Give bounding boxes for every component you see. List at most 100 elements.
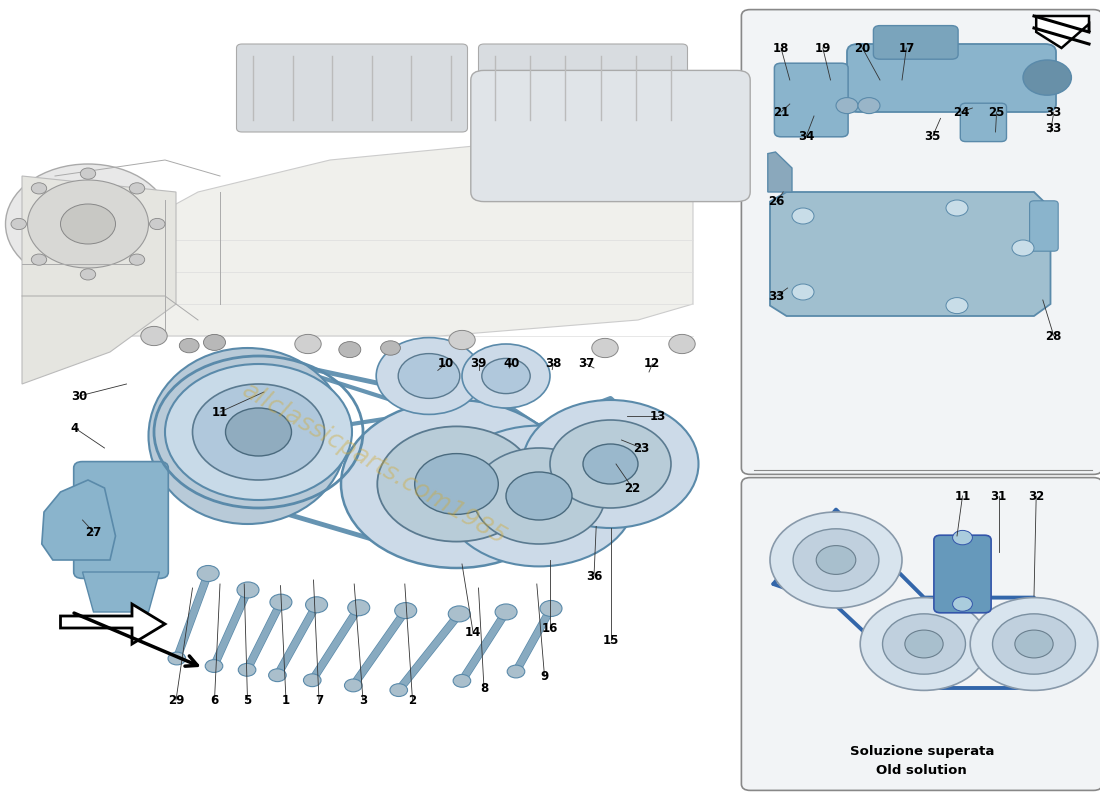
Text: 10: 10: [438, 358, 453, 370]
Text: 34: 34: [799, 130, 814, 142]
Text: 11: 11: [212, 406, 228, 418]
Circle shape: [1012, 240, 1034, 256]
Text: 22: 22: [625, 482, 640, 494]
Text: 33: 33: [1046, 106, 1062, 118]
Text: 40: 40: [504, 358, 519, 370]
Text: 12: 12: [645, 358, 660, 370]
Circle shape: [398, 354, 460, 398]
Text: 33: 33: [1046, 122, 1062, 134]
Circle shape: [192, 384, 324, 480]
FancyBboxPatch shape: [774, 63, 848, 137]
Circle shape: [669, 334, 695, 354]
Circle shape: [31, 182, 46, 194]
Text: 7: 7: [315, 694, 323, 706]
Text: Old solution: Old solution: [877, 764, 967, 777]
Circle shape: [860, 598, 988, 690]
Circle shape: [507, 665, 525, 678]
FancyBboxPatch shape: [960, 103, 1006, 142]
Circle shape: [970, 598, 1098, 690]
FancyBboxPatch shape: [478, 44, 688, 132]
Circle shape: [348, 600, 370, 616]
Circle shape: [130, 182, 145, 194]
Text: 27: 27: [86, 526, 101, 538]
Circle shape: [270, 594, 292, 610]
FancyBboxPatch shape: [74, 462, 168, 578]
Text: 15: 15: [603, 634, 618, 646]
Circle shape: [239, 663, 256, 676]
Circle shape: [376, 338, 482, 414]
Text: 35: 35: [925, 130, 940, 142]
Circle shape: [28, 180, 148, 268]
Circle shape: [344, 679, 362, 692]
Circle shape: [905, 630, 943, 658]
Circle shape: [442, 426, 636, 566]
Circle shape: [550, 420, 671, 508]
Text: 14: 14: [465, 626, 481, 638]
Text: 6: 6: [210, 694, 219, 706]
Circle shape: [495, 604, 517, 620]
Circle shape: [130, 254, 145, 266]
Circle shape: [882, 614, 966, 674]
FancyBboxPatch shape: [741, 478, 1100, 790]
Circle shape: [522, 400, 698, 528]
Text: 31: 31: [991, 490, 1006, 502]
Circle shape: [80, 168, 96, 179]
Circle shape: [792, 208, 814, 224]
Text: 23: 23: [634, 442, 649, 454]
Text: 30: 30: [72, 390, 87, 402]
Polygon shape: [60, 604, 165, 644]
Circle shape: [415, 454, 498, 514]
Circle shape: [793, 529, 879, 591]
Polygon shape: [1036, 16, 1089, 48]
Circle shape: [197, 566, 219, 582]
Text: 5: 5: [243, 694, 252, 706]
Text: 39: 39: [471, 358, 486, 370]
Circle shape: [31, 254, 46, 266]
Text: 4: 4: [70, 422, 79, 434]
Circle shape: [306, 597, 328, 613]
FancyBboxPatch shape: [847, 44, 1056, 112]
Circle shape: [449, 330, 475, 350]
Polygon shape: [22, 176, 176, 384]
Circle shape: [453, 674, 471, 687]
Circle shape: [226, 408, 292, 456]
Circle shape: [1023, 60, 1071, 95]
FancyBboxPatch shape: [873, 26, 958, 59]
Text: 21: 21: [773, 106, 789, 118]
Circle shape: [377, 426, 536, 542]
Circle shape: [792, 284, 814, 300]
Circle shape: [295, 334, 321, 354]
Circle shape: [389, 684, 407, 697]
Text: 9: 9: [540, 670, 549, 682]
FancyBboxPatch shape: [471, 70, 750, 202]
Circle shape: [204, 334, 226, 350]
Text: 33: 33: [769, 290, 784, 302]
Polygon shape: [768, 152, 792, 192]
Circle shape: [268, 669, 286, 682]
Text: 17: 17: [899, 42, 914, 54]
Circle shape: [858, 98, 880, 114]
FancyBboxPatch shape: [236, 44, 468, 132]
Text: allclassicparts.com1985: allclassicparts.com1985: [238, 378, 510, 550]
Text: 25: 25: [989, 106, 1004, 118]
Circle shape: [449, 606, 471, 622]
FancyBboxPatch shape: [1030, 201, 1058, 251]
Circle shape: [946, 200, 968, 216]
Circle shape: [60, 204, 116, 244]
Circle shape: [80, 269, 96, 280]
Circle shape: [953, 530, 972, 545]
Polygon shape: [82, 572, 160, 612]
Circle shape: [11, 218, 26, 230]
Circle shape: [482, 358, 530, 394]
Circle shape: [141, 326, 167, 346]
Text: 32: 32: [1028, 490, 1044, 502]
Text: 36: 36: [586, 570, 602, 582]
Text: 29: 29: [168, 694, 184, 706]
FancyBboxPatch shape: [741, 10, 1100, 474]
Text: 1: 1: [282, 694, 290, 706]
Text: 37: 37: [579, 358, 594, 370]
Circle shape: [168, 652, 186, 665]
Circle shape: [506, 472, 572, 520]
Circle shape: [395, 602, 417, 618]
Circle shape: [953, 597, 972, 611]
